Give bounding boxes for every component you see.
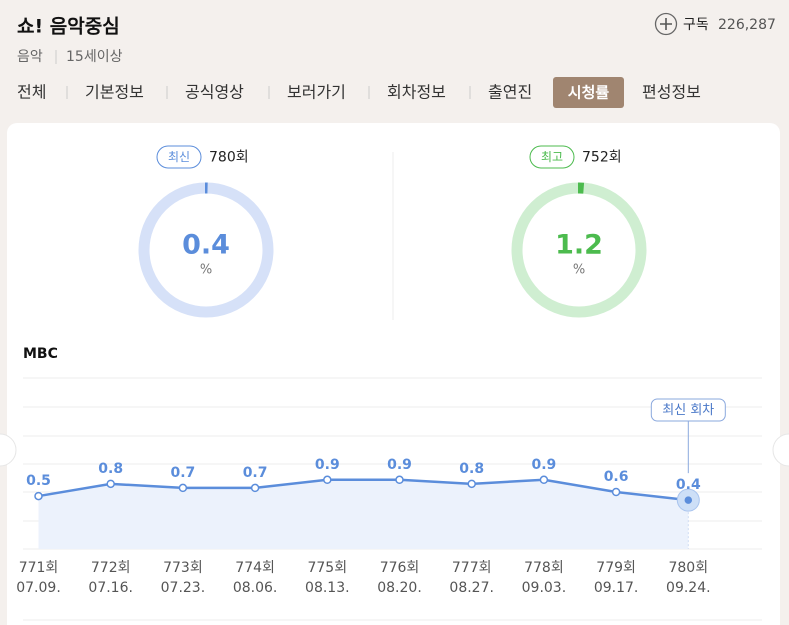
value-label: 0.8 <box>98 461 123 477</box>
value-label: 0.6 <box>604 469 629 485</box>
tab-label: 공식영상 <box>185 83 244 102</box>
x-tick-label: 780회 <box>668 560 708 576</box>
tab[interactable]: 출연진 <box>488 83 532 102</box>
x-date-label: 08.13. <box>305 580 350 596</box>
point <box>395 475 404 485</box>
gauge-unit: % <box>200 263 212 278</box>
point <box>106 479 115 489</box>
tab-label: 기본정보 <box>85 83 144 102</box>
x-date-label: 08.06. <box>233 580 278 596</box>
tab[interactable]: 공식영상 <box>185 83 244 102</box>
genre: 음악 <box>17 49 43 65</box>
tab[interactable]: 전체 <box>17 83 46 102</box>
point <box>34 491 43 501</box>
annotation-box <box>650 398 726 422</box>
point <box>323 475 332 485</box>
tab-label: 출연진 <box>488 83 532 102</box>
badge-label: 최고 <box>541 150 563 164</box>
subscribe-label: 구독 <box>683 17 709 33</box>
tab-label: 편성정보 <box>642 83 701 102</box>
tab[interactable]: 보러가기 <box>287 83 346 102</box>
tab-label: 보러가기 <box>287 83 346 102</box>
badge-label: 최신 <box>168 150 190 164</box>
value-label: 0.5 <box>26 473 51 489</box>
gauge-value: 1.2 <box>555 230 603 261</box>
tab[interactable]: 회차정보 <box>387 83 446 102</box>
program-title: 쇼! 음악중심 <box>17 16 120 38</box>
point <box>611 487 621 497</box>
point <box>178 483 188 493</box>
gauge-value: 0.4 <box>182 230 230 261</box>
value-label: 0.4 <box>676 477 701 493</box>
tab-label: 회차정보 <box>387 83 446 102</box>
x-tick-label: 776회 <box>380 560 420 576</box>
x-tick-label: 777회 <box>452 560 492 576</box>
point <box>250 483 260 493</box>
value-label: 0.9 <box>387 457 412 473</box>
x-tick-label: 779회 <box>596 560 636 576</box>
plot <box>34 475 700 549</box>
point <box>467 479 476 489</box>
x-date-label: 07.16. <box>88 580 133 596</box>
x-tick-label: 773회 <box>163 560 203 576</box>
line <box>38 478 689 502</box>
area <box>38 479 689 549</box>
chart-labels: 0.5 771회 07.09. 0.8 772회 07.16. 0.7 773회 07.23. 0… <box>16 398 726 596</box>
tab[interactable]: 시청률 <box>553 77 624 108</box>
annotation: 최신 회차 <box>662 403 714 418</box>
x-tick-label: 775회 <box>307 560 347 576</box>
tab[interactable]: 편성정보 <box>642 83 701 102</box>
value-label: 0.9 <box>531 457 556 473</box>
episode: 780회 <box>209 150 249 166</box>
badge <box>529 145 575 169</box>
x-tick-label: 774회 <box>235 560 275 576</box>
x-tick-label: 778회 <box>524 560 564 576</box>
gauges: 최신 780회 0.4% 최고 752회 1.2% <box>138 145 647 318</box>
plus-icon <box>654 12 678 36</box>
tab-highlight <box>553 77 624 108</box>
x-date-label: 08.20. <box>377 580 422 596</box>
tab-label: 시청률 <box>568 84 610 102</box>
value-label: 0.7 <box>243 465 268 481</box>
tab[interactable]: 기본정보 <box>85 83 144 102</box>
tab-bar: 전체 기본정보 공식영상 보러가기 회차정보 출연진 시청률 편성정보 <box>17 77 701 108</box>
x-date-label: 09.03. <box>522 580 567 596</box>
tab-label: 전체 <box>17 83 46 102</box>
age-rating: 15세이상 <box>66 49 123 65</box>
subscribe-button[interactable]: 구독 <box>654 12 709 36</box>
x-date-label: 07.09. <box>16 580 61 596</box>
x-date-label: 09.24. <box>666 580 711 596</box>
x-tick-label: 771회 <box>19 560 59 576</box>
channel-label: MBC <box>23 346 58 362</box>
prev-arrow[interactable] <box>0 433 17 467</box>
plus-icon <box>660 18 672 30</box>
value-label: 0.9 <box>315 457 340 473</box>
next-arrow[interactable] <box>772 433 789 467</box>
episode: 752회 <box>582 150 622 166</box>
subscriber-count: 226,287 <box>718 17 776 33</box>
value-label: 0.8 <box>459 461 484 477</box>
x-date-label: 07.23. <box>161 580 206 596</box>
point <box>684 496 693 504</box>
x-date-label: 08.27. <box>449 580 494 596</box>
badge <box>156 145 202 169</box>
x-tick-label: 772회 <box>91 560 131 576</box>
gauge-unit: % <box>573 263 585 278</box>
value-label: 0.7 <box>170 465 195 481</box>
point <box>539 475 549 485</box>
x-date-label: 09.17. <box>594 580 639 596</box>
